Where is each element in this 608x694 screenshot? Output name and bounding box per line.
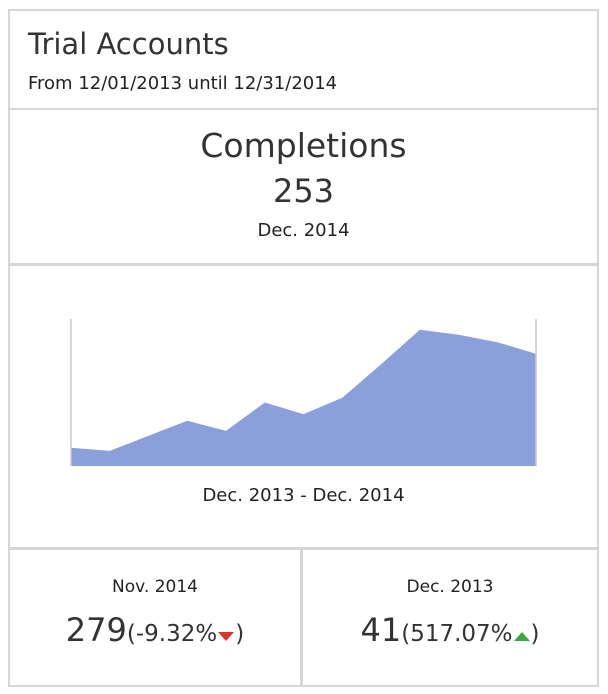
trial-accounts-card: Trial Accounts From 12/01/2013 until 12/… [8, 9, 599, 687]
comparison-previous-month: Nov. 2014 279(-9.32%) [10, 550, 303, 685]
date-range-subtitle: From 12/01/2013 until 12/31/2014 [28, 73, 338, 94]
kpi-label: Completions [200, 126, 407, 165]
kpi-date: Dec. 2014 [257, 220, 350, 241]
comparison-percent-change: -9.32% [135, 621, 218, 647]
comparison-previous-year: Dec. 2013 41(517.07%) [303, 550, 597, 685]
comparison-value: 41 [360, 611, 402, 649]
kpi-section: Completions 253 Dec. 2014 [10, 110, 597, 266]
area-series [71, 329, 536, 466]
paren-close: ) [235, 621, 245, 647]
paren-close: ) [530, 621, 540, 647]
kpi-value: 253 [272, 172, 335, 210]
comparison-value: 279 [65, 611, 127, 649]
trend-area-chart[interactable] [10, 266, 597, 486]
arrow-down-icon [218, 632, 235, 641]
comparison-line: 279(-9.32%) [10, 611, 300, 649]
comparison-date: Dec. 2013 [406, 577, 494, 597]
comparison-date: Nov. 2014 [112, 577, 198, 597]
arrow-up-icon [513, 632, 530, 641]
comparison-percent-change: 517.07% [410, 621, 513, 647]
card-header: Trial Accounts From 12/01/2013 until 12/… [10, 11, 597, 110]
paren-open: ( [401, 621, 411, 647]
chart-range-label: Dec. 2013 - Dec. 2014 [202, 485, 405, 506]
trend-chart-section: Dec. 2013 - Dec. 2014 [10, 266, 597, 550]
comparison-line: 41(517.07%) [303, 611, 597, 649]
paren-open: ( [126, 621, 136, 647]
card-title: Trial Accounts [28, 27, 229, 61]
